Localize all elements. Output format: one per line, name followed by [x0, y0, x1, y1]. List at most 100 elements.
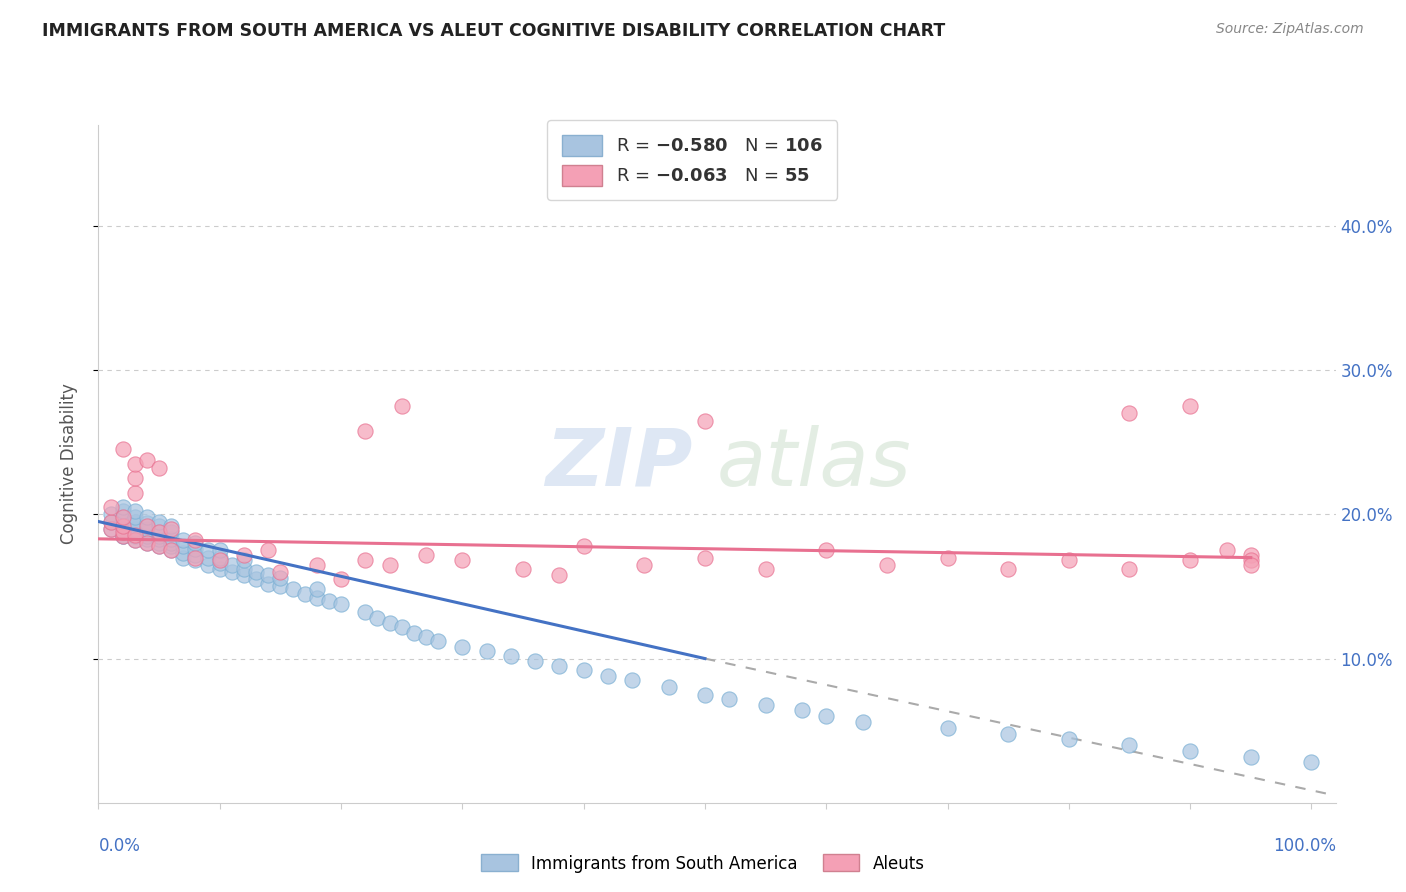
- Point: [755, 698, 778, 712]
- Point: [790, 704, 813, 718]
- Point: [160, 519, 183, 533]
- Point: [100, 500, 122, 515]
- Point: [1301, 756, 1323, 770]
- Point: [221, 565, 243, 579]
- Point: [499, 648, 522, 663]
- Point: [124, 529, 146, 543]
- Point: [124, 517, 146, 532]
- Point: [148, 539, 170, 553]
- Point: [1057, 732, 1080, 747]
- Point: [1178, 744, 1201, 758]
- Point: [136, 536, 159, 550]
- Point: [148, 529, 170, 543]
- Point: [172, 533, 194, 548]
- Point: [160, 543, 183, 558]
- Point: [354, 424, 377, 438]
- Point: [281, 582, 304, 597]
- Point: [111, 519, 134, 533]
- Point: [233, 548, 256, 562]
- Point: [148, 532, 170, 546]
- Point: [148, 515, 170, 529]
- Point: [111, 519, 134, 533]
- Point: [378, 558, 401, 572]
- Point: [233, 562, 256, 576]
- Point: [208, 553, 231, 567]
- Point: [111, 529, 134, 543]
- Point: [524, 655, 547, 669]
- Point: [184, 548, 207, 562]
- Y-axis label: Cognitive Disability: Cognitive Disability: [59, 384, 77, 544]
- Point: [148, 536, 170, 550]
- Point: [269, 565, 291, 579]
- Point: [221, 558, 243, 572]
- Point: [111, 504, 134, 518]
- Point: [415, 630, 437, 644]
- Point: [548, 568, 571, 582]
- Point: [136, 536, 159, 550]
- Point: [136, 522, 159, 536]
- Point: [172, 539, 194, 553]
- Point: [100, 515, 122, 529]
- Point: [124, 457, 146, 471]
- Point: [693, 413, 716, 427]
- Point: [391, 620, 413, 634]
- Point: [305, 558, 328, 572]
- Point: [936, 550, 959, 565]
- Point: [1118, 406, 1140, 420]
- Point: [233, 568, 256, 582]
- Point: [1240, 553, 1263, 567]
- Point: [148, 539, 170, 553]
- Point: [197, 558, 219, 572]
- Point: [148, 519, 170, 533]
- Point: [111, 442, 134, 457]
- Point: [1118, 562, 1140, 576]
- Point: [111, 510, 134, 524]
- Point: [111, 529, 134, 543]
- Point: [124, 515, 146, 529]
- Point: [136, 529, 159, 543]
- Point: [111, 522, 134, 536]
- Point: [269, 579, 291, 593]
- Point: [876, 558, 898, 572]
- Point: [136, 516, 159, 530]
- Point: [197, 550, 219, 565]
- Point: [657, 681, 679, 695]
- Point: [111, 515, 134, 529]
- Point: [100, 522, 122, 536]
- Text: 0.0%: 0.0%: [98, 837, 141, 855]
- Point: [208, 543, 231, 558]
- Point: [1178, 399, 1201, 413]
- Point: [427, 634, 450, 648]
- Point: [415, 548, 437, 562]
- Point: [936, 721, 959, 735]
- Point: [852, 714, 875, 729]
- Point: [160, 543, 183, 558]
- Point: [160, 536, 183, 550]
- Legend: Immigrants from South America, Aleuts: Immigrants from South America, Aleuts: [475, 847, 931, 880]
- Point: [124, 522, 146, 536]
- Point: [184, 550, 207, 565]
- Point: [208, 550, 231, 565]
- Point: [136, 524, 159, 539]
- Point: [124, 524, 146, 539]
- Point: [233, 553, 256, 567]
- Point: [451, 640, 474, 654]
- Point: [815, 543, 838, 558]
- Point: [124, 510, 146, 524]
- Point: [148, 461, 170, 475]
- Point: [197, 543, 219, 558]
- Point: [318, 594, 340, 608]
- Point: [136, 510, 159, 524]
- Point: [633, 558, 655, 572]
- Point: [997, 562, 1019, 576]
- Point: [172, 546, 194, 560]
- Point: [184, 536, 207, 550]
- Point: [111, 529, 134, 543]
- Point: [475, 644, 498, 658]
- Point: [124, 533, 146, 548]
- Text: IMMIGRANTS FROM SOUTH AMERICA VS ALEUT COGNITIVE DISABILITY CORRELATION CHART: IMMIGRANTS FROM SOUTH AMERICA VS ALEUT C…: [42, 22, 945, 40]
- Point: [269, 571, 291, 585]
- Point: [305, 582, 328, 597]
- Point: [148, 524, 170, 539]
- Legend: R = $\mathbf{-0.580}$   N = $\mathbf{106}$, R = $\mathbf{-0.063}$   N = $\mathbf: R = $\mathbf{-0.580}$ N = $\mathbf{106}$…: [547, 120, 837, 200]
